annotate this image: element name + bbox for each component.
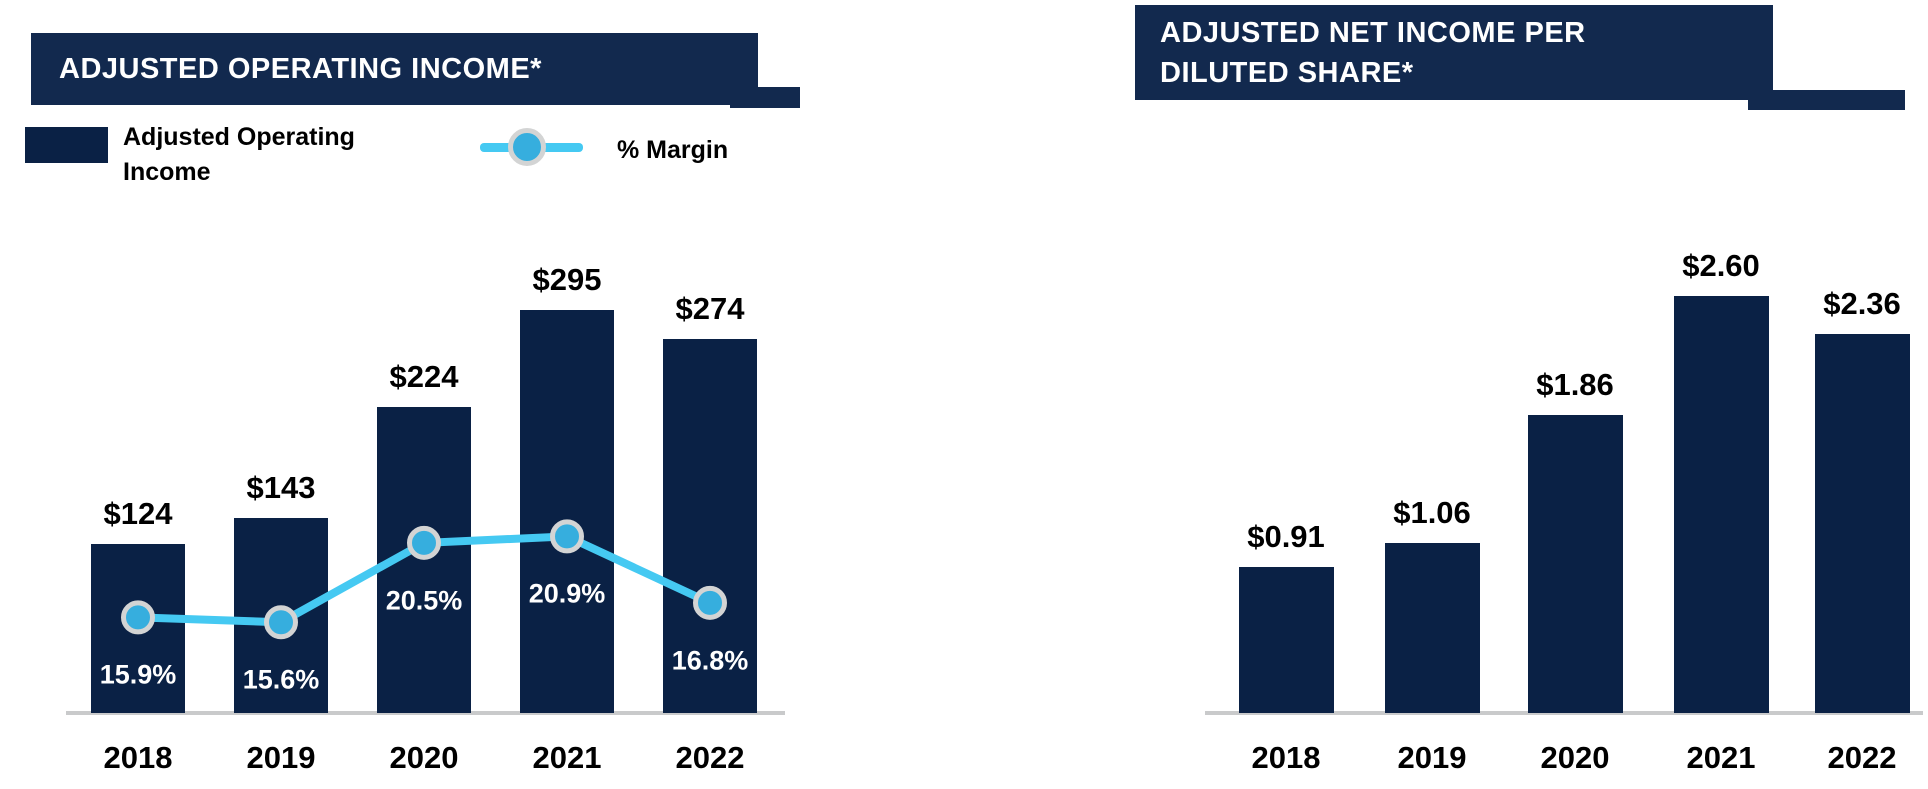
bar-value-label: $1.06 <box>1393 495 1471 530</box>
margin-value-label: 15.9% <box>99 659 177 690</box>
x-axis-label-2021: 2021 <box>1686 740 1756 775</box>
x-axis-label-2022: 2022 <box>675 740 745 775</box>
x-axis-label-2018: 2018 <box>1251 740 1321 775</box>
x-axis-label-2021: 2021 <box>532 740 602 775</box>
bar-value-label: $1.86 <box>1536 367 1614 402</box>
bar-2019 <box>1384 543 1480 713</box>
chart-title: ADJUSTED NET INCOME PER DILUTED SHARE* <box>1160 16 1586 89</box>
x-axis-label-2020: 2020 <box>1540 740 1610 775</box>
bar-2018 <box>1238 567 1334 713</box>
x-axis-label-2019: 2019 <box>246 740 316 775</box>
title-extension-bar <box>730 87 800 108</box>
bar-value-label: $124 <box>103 496 173 531</box>
bar-value-label: $2.60 <box>1682 248 1760 283</box>
chart-title-box: ADJUSTED NET INCOME PER DILUTED SHARE* <box>1135 5 1773 100</box>
legend-marker-icon <box>508 128 546 166</box>
margin-value-label: 16.8% <box>671 645 749 676</box>
bar-2021 <box>1673 296 1769 713</box>
bar-2020 <box>1527 415 1623 713</box>
title-extension-bar <box>1748 90 1905 110</box>
bar-2022 <box>1814 334 1910 713</box>
bar-value-label: $224 <box>389 359 459 394</box>
margin-value-label: 15.6% <box>242 664 320 695</box>
chart-title-box: ADJUSTED OPERATING INCOME* <box>31 33 758 105</box>
x-axis-label-2018: 2018 <box>103 740 173 775</box>
margin-value-label: 20.5% <box>385 585 463 616</box>
legend-label-bars: Adjusted Operating Income <box>123 123 355 186</box>
bar-2020 <box>377 407 471 713</box>
chart-title: ADJUSTED OPERATING INCOME* <box>59 53 542 85</box>
bar-value-label: $295 <box>532 262 602 297</box>
x-axis-label-2022: 2022 <box>1827 740 1897 775</box>
bar-value-label: $2.36 <box>1823 286 1901 321</box>
bar-2021 <box>520 310 614 713</box>
margin-value-label: 20.9% <box>528 578 606 609</box>
x-axis-label-2019: 2019 <box>1397 740 1467 775</box>
legend-label-line: % Margin <box>617 136 729 164</box>
x-axis-line <box>66 711 785 715</box>
x-axis-label-2020: 2020 <box>389 740 459 775</box>
legend-bar-swatch <box>25 127 108 163</box>
bar-2022 <box>663 339 757 713</box>
bar-value-label: $274 <box>675 291 745 326</box>
x-axis-line <box>1205 711 1923 715</box>
bar-value-label: $143 <box>246 470 316 505</box>
bar-value-label: $0.91 <box>1247 519 1325 554</box>
